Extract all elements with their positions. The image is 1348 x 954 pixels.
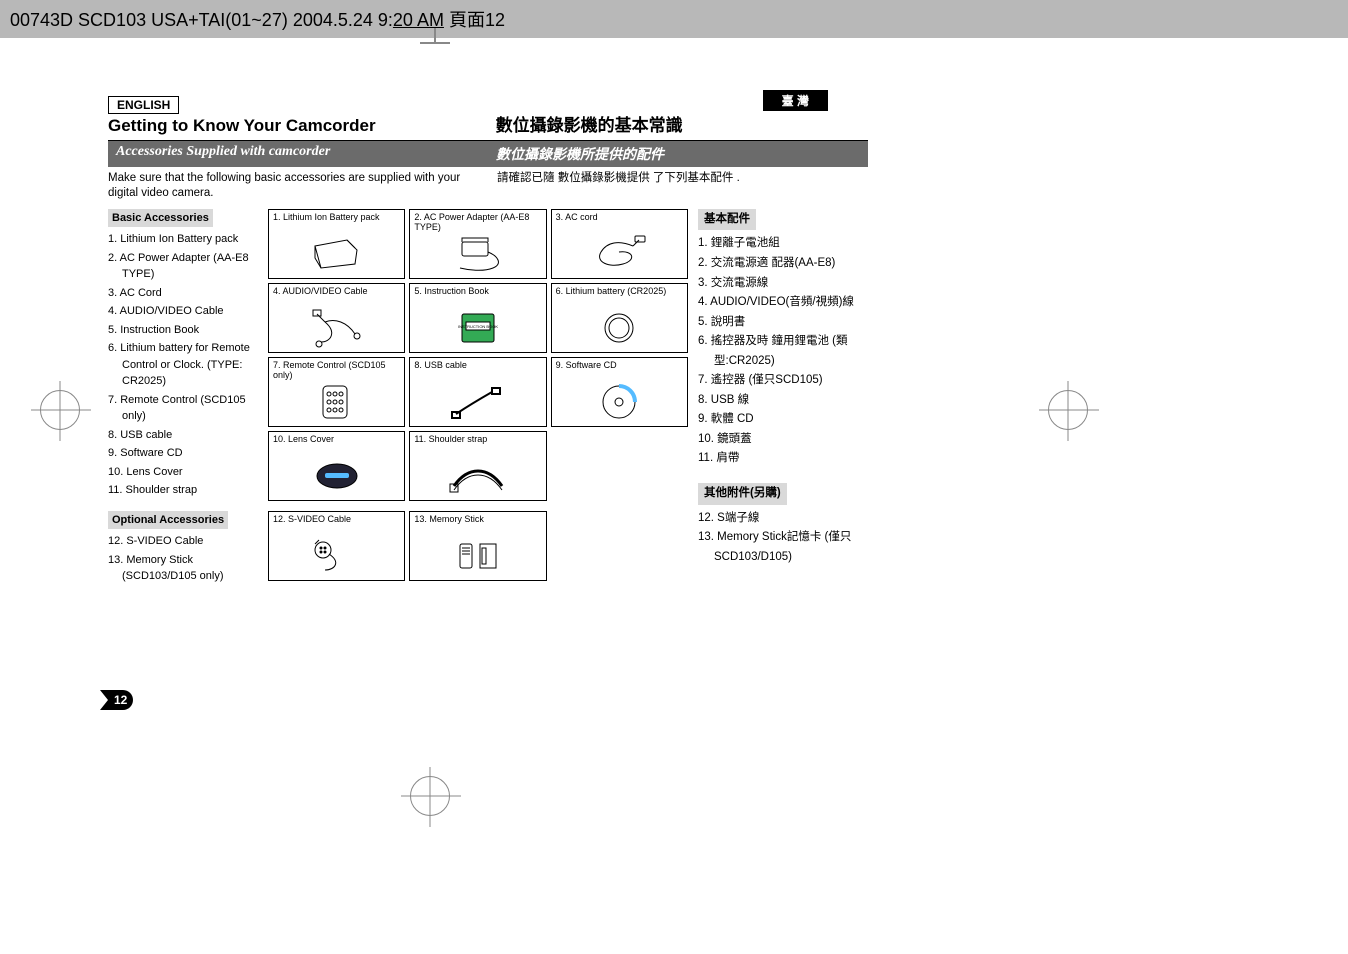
basic-heading-en: Basic Accessories bbox=[108, 209, 213, 228]
list-item: 10. 鏡頭蓋 bbox=[698, 430, 868, 450]
subtitle-cn: 數位攝錄影機所提供的配件 bbox=[488, 141, 868, 167]
page-content: ENGLISH Getting to Know Your Camcorder 臺… bbox=[108, 90, 868, 587]
accessory-cell: 9. Software CD bbox=[551, 357, 688, 427]
page-number-badge: 12 bbox=[100, 690, 133, 710]
list-item: 4. AUDIO/VIDEO(音頻/視頻)線 bbox=[698, 293, 868, 313]
intro-en: Make sure that the following basic acces… bbox=[108, 171, 479, 201]
crop-mark-icon bbox=[420, 28, 450, 58]
accessory-icon bbox=[414, 234, 541, 274]
language-badge-en: ENGLISH bbox=[108, 96, 179, 114]
document-header-strip: 00743D SCD103 USA+TAI(01~27) 2004.5.24 9… bbox=[0, 0, 1348, 38]
list-item: 1. 鋰離子電池組 bbox=[698, 234, 868, 254]
cell-label: 12. S-VIDEO Cable bbox=[273, 515, 400, 525]
accessory-icon bbox=[273, 382, 400, 422]
accessory-grid: 1. Lithium Ion Battery pack 2. AC Power A… bbox=[268, 209, 688, 587]
optional-heading-en: Optional Accessories bbox=[108, 511, 228, 530]
list-item: 5. Instruction Book bbox=[108, 322, 258, 339]
optional-heading-cn: 其他附件(另購) bbox=[698, 483, 787, 505]
list-item: 8. USB 線 bbox=[698, 391, 868, 411]
cell-label: 2. AC Power Adapter (AA-E8 TYPE) bbox=[414, 213, 541, 233]
cell-label: 4. AUDIO/VIDEO Cable bbox=[273, 287, 400, 297]
header-prefix: 00743D SCD103 USA+TAI(01~27) 2004.5.24 9… bbox=[10, 10, 393, 30]
accessory-cell: 1. Lithium Ion Battery pack bbox=[268, 209, 405, 279]
cell-label: 11. Shoulder strap bbox=[414, 435, 541, 445]
list-item: 7. 遙控器 (僅只SCD105) bbox=[698, 371, 868, 391]
list-item: 2. 交流電源適 配器(AA-E8) bbox=[698, 254, 868, 274]
page-title-en: Getting to Know Your Camcorder bbox=[108, 116, 480, 136]
accessories-section: Basic Accessories 1. Lithium Ion Battery… bbox=[108, 209, 868, 587]
list-item: 12. S端子線 bbox=[698, 509, 868, 529]
list-item: 6. 搖控器及時 鐘用鋰電池 (類型:CR2025) bbox=[698, 332, 868, 371]
subtitle-en: Accessories Supplied with camcorder bbox=[108, 141, 488, 167]
list-item: 3. 交流電源線 bbox=[698, 274, 868, 294]
accessory-cell: 10. Lens Cover bbox=[268, 431, 405, 501]
accessory-icon bbox=[556, 382, 683, 422]
list-item: 7. Remote Control (SCD105 only) bbox=[108, 392, 258, 425]
accessory-cell: 5. Instruction Book INSTRUCTION BOOK bbox=[409, 283, 546, 353]
accessory-cell: 13. Memory Stick bbox=[409, 511, 546, 581]
cell-label: 5. Instruction Book bbox=[414, 287, 541, 297]
list-item: 13. Memory Stick記憶卡 (僅只SCD103/D105) bbox=[698, 528, 868, 567]
intro-cn: 請確認已隨 數位攝錄影機提供 了下列基本配件 . bbox=[497, 171, 868, 201]
accessory-cell: 12. S-VIDEO Cable bbox=[268, 511, 405, 581]
cell-label: 3. AC cord bbox=[556, 213, 683, 223]
crop-mark-icon bbox=[410, 776, 450, 816]
header-suffix: 頁面12 bbox=[444, 10, 505, 30]
list-item: 10. Lens Cover bbox=[108, 464, 258, 481]
cell-label: 10. Lens Cover bbox=[273, 435, 400, 445]
basic-list-cn: 基本配件 1. 鋰離子電池組2. 交流電源適 配器(AA-E8)3. 交流電源線… bbox=[698, 209, 868, 587]
list-item: 4. AUDIO/VIDEO Cable bbox=[108, 303, 258, 320]
accessory-icon bbox=[414, 536, 541, 576]
language-badge-cn: 臺 灣 bbox=[763, 90, 828, 111]
accessory-icon bbox=[414, 456, 541, 496]
cell-label: 9. Software CD bbox=[556, 361, 683, 371]
accessory-icon bbox=[273, 234, 400, 274]
accessory-cell: 2. AC Power Adapter (AA-E8 TYPE) bbox=[409, 209, 546, 279]
basic-heading-cn: 基本配件 bbox=[698, 209, 756, 231]
cell-label: 13. Memory Stick bbox=[414, 515, 541, 525]
page-title-cn: 數位攝錄影機的基本常識 bbox=[496, 111, 868, 136]
accessory-icon bbox=[556, 234, 683, 274]
header-underline: 20 AM bbox=[393, 10, 444, 30]
list-item: 11. Shoulder strap bbox=[108, 482, 258, 499]
accessory-cell: 11. Shoulder strap bbox=[409, 431, 546, 501]
crop-mark-icon bbox=[40, 390, 80, 430]
list-item: 2. AC Power Adapter (AA-E8 TYPE) bbox=[108, 250, 258, 283]
svg-text:INSTRUCTION BOOK: INSTRUCTION BOOK bbox=[458, 324, 498, 329]
list-item: 13. Memory Stick (SCD103/D105 only) bbox=[108, 552, 258, 585]
cell-label: 6. Lithium battery (CR2025) bbox=[556, 287, 683, 297]
list-item: 9. 軟體 CD bbox=[698, 410, 868, 430]
list-item: 12. S-VIDEO Cable bbox=[108, 533, 258, 550]
accessory-cell: 8. USB cable bbox=[409, 357, 546, 427]
cell-label: 7. Remote Control (SCD105 only) bbox=[273, 361, 400, 381]
list-item: 6. Lithium battery for Remote Control or… bbox=[108, 340, 258, 390]
accessory-icon bbox=[273, 456, 400, 496]
cell-label: 8. USB cable bbox=[414, 361, 541, 371]
subtitle-bar: Accessories Supplied with camcorder 數位攝錄… bbox=[108, 141, 868, 167]
accessory-cell: 6. Lithium battery (CR2025) bbox=[551, 283, 688, 353]
list-item: 11. 肩帶 bbox=[698, 449, 868, 469]
list-item: 8. USB cable bbox=[108, 427, 258, 444]
list-item: 1. Lithium Ion Battery pack bbox=[108, 231, 258, 248]
accessory-icon bbox=[273, 536, 400, 576]
accessory-icon: INSTRUCTION BOOK bbox=[414, 308, 541, 348]
basic-list-en: Basic Accessories 1. Lithium Ion Battery… bbox=[108, 209, 258, 587]
accessory-cell: 7. Remote Control (SCD105 only) bbox=[268, 357, 405, 427]
accessory-icon bbox=[273, 308, 400, 348]
list-item: 5. 說明書 bbox=[698, 313, 868, 333]
accessory-cell: 4. AUDIO/VIDEO Cable bbox=[268, 283, 405, 353]
accessory-icon bbox=[414, 382, 541, 422]
cell-label: 1. Lithium Ion Battery pack bbox=[273, 213, 400, 223]
accessory-cell: 3. AC cord bbox=[551, 209, 688, 279]
crop-mark-icon bbox=[1048, 390, 1088, 430]
list-item: 9. Software CD bbox=[108, 445, 258, 462]
accessory-icon bbox=[556, 308, 683, 348]
list-item: 3. AC Cord bbox=[108, 285, 258, 302]
